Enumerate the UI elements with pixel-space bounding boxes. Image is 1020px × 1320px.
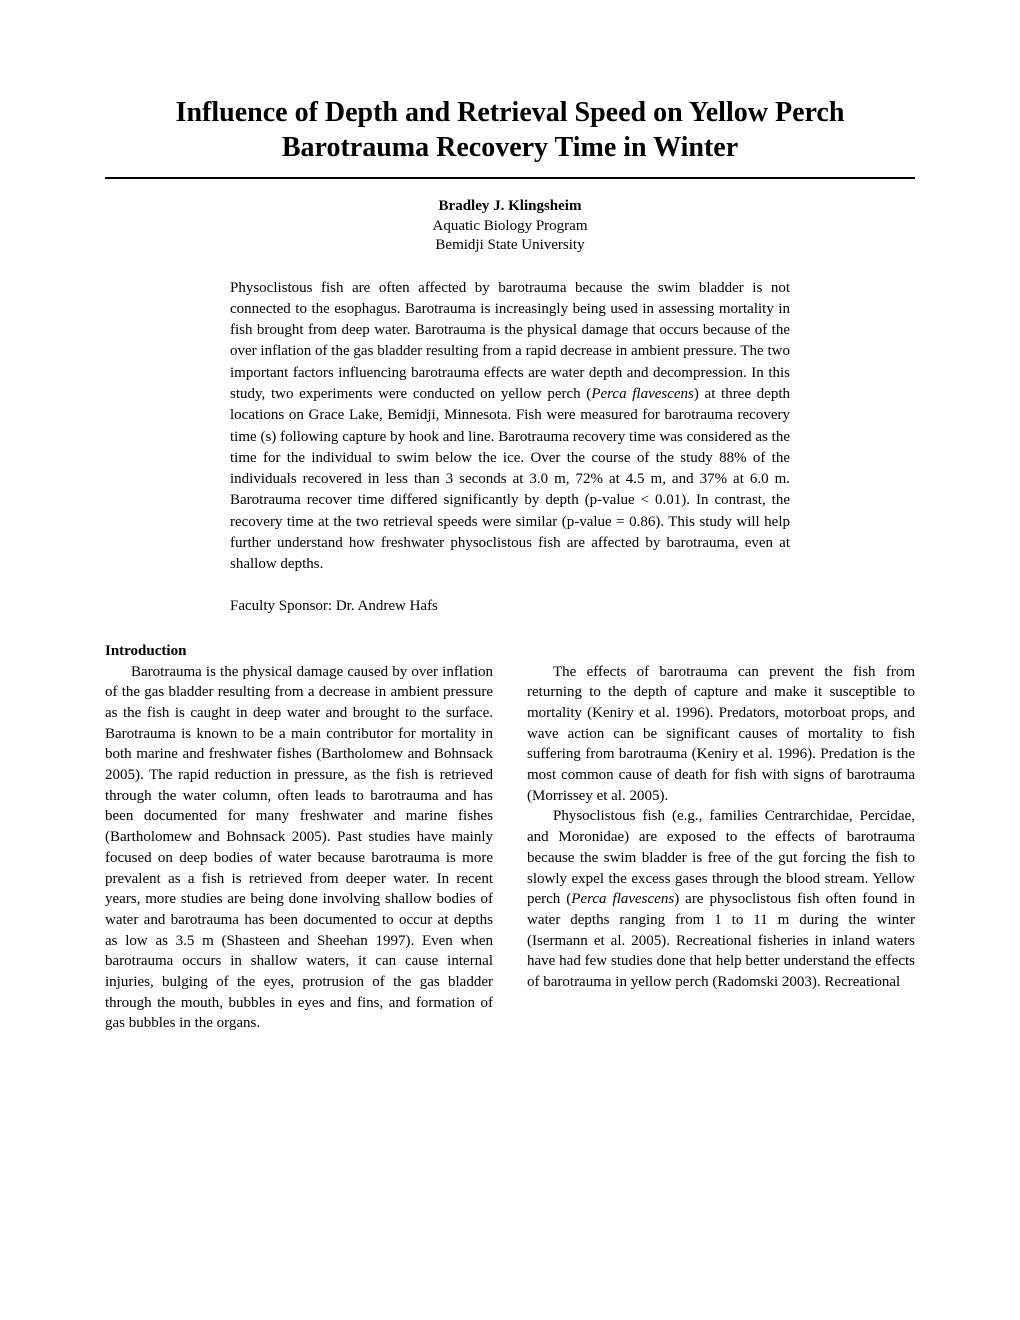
author-block: Bradley J. Klingsheim Aquatic Biology Pr… [105, 197, 915, 256]
abstract-text-a: Physoclistous fish are often affected by… [230, 280, 790, 402]
abstract: Physoclistous fish are often affected by… [230, 278, 790, 576]
author-name: Bradley J. Klingsheim [105, 197, 915, 217]
paper-title-line1: Influence of Depth and Retrieval Speed o… [105, 95, 915, 130]
abstract-species: Perca flavescens [591, 386, 694, 402]
section-heading-introduction: Introduction [105, 643, 915, 660]
body-columns: Barotrauma is the physical damage caused… [105, 662, 915, 1034]
right-p2: Physoclistous fish (e.g., families Centr… [527, 806, 915, 992]
right-p1: The effects of barotrauma can prevent th… [527, 662, 915, 807]
paper-title-line2: Barotrauma Recovery Time in Winter [105, 130, 915, 165]
right-column: The effects of barotrauma can prevent th… [527, 662, 915, 1034]
right-species: Perca flavescens [571, 891, 674, 907]
title-block: Influence of Depth and Retrieval Speed o… [105, 95, 915, 179]
left-column: Barotrauma is the physical damage caused… [105, 662, 493, 1034]
author-university: Bemidji State University [105, 236, 915, 256]
faculty-sponsor: Faculty Sponsor: Dr. Andrew Hafs [230, 598, 790, 615]
abstract-text-b: ) at three depth locations on Grace Lake… [230, 386, 790, 572]
author-program: Aquatic Biology Program [105, 217, 915, 237]
left-p1: Barotrauma is the physical damage caused… [105, 662, 493, 1034]
